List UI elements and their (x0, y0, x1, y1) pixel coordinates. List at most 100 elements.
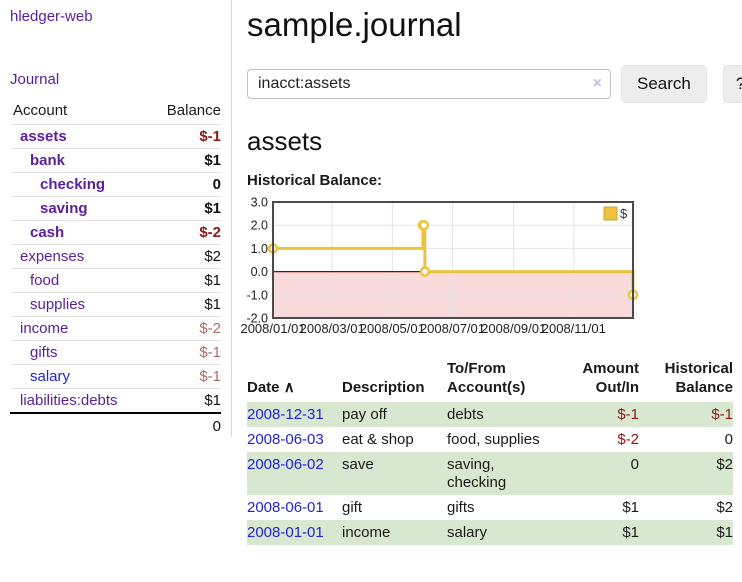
account-link-assets[interactable]: assets (20, 128, 67, 145)
balance-chart-svg: $3.0 2.0 1.0 0.0 -1.0 -2.02008/01/012008/03/0… (240, 195, 639, 336)
account-link-food[interactable]: food (30, 272, 60, 289)
x-tick-label: 2008/09/01 (481, 321, 546, 336)
accounts-header-line2: Account(s) (447, 378, 526, 396)
amount-header-line2: Out/In (595, 378, 639, 396)
y-tick-label: 2.0 (251, 219, 268, 233)
account-balance: $1 (147, 148, 221, 173)
column-header-description: Description (342, 378, 425, 396)
x-tick-label: 2008/07/01 (420, 321, 485, 336)
account-row: cash $-2 (10, 220, 221, 245)
account-row: gifts $-1 (10, 340, 221, 365)
search-box: × (247, 68, 611, 99)
transaction-amount: $1 (622, 523, 639, 541)
search-form: × Search ? (247, 64, 742, 103)
account-balance: $-2 (147, 316, 221, 341)
account-link-salary[interactable]: salary (30, 368, 71, 385)
transaction-balance: $-1 (711, 405, 733, 423)
account-balance: $-2 (147, 220, 221, 245)
x-tick-label: 2008/11/01 (542, 321, 606, 336)
transaction-amount: 0 (630, 455, 639, 473)
search-button[interactable]: Search (621, 64, 707, 103)
app-brand-link[interactable]: hledger-web (10, 8, 93, 25)
search-input[interactable] (247, 68, 611, 99)
transaction-accounts: saving, checking (447, 455, 507, 491)
transaction-description: eat & shop (342, 430, 414, 448)
data-point-marker (419, 266, 431, 277)
transaction-description: gift (342, 498, 363, 516)
register-header-row: Date ∧ Description To/From Account(s) Am… (247, 359, 733, 402)
transaction-accounts: gifts (447, 498, 475, 516)
account-link-bank[interactable]: bank (30, 152, 66, 169)
account-balance: $1 (147, 196, 221, 221)
legend-swatch (603, 206, 618, 221)
accounts-total-balance: 0 (147, 412, 221, 438)
transaction-date-link[interactable]: 2008-06-01 (247, 498, 324, 516)
account-link-liabilities-debts[interactable]: liabilities:debts (20, 392, 118, 409)
x-tick-label: 2008/03/01 (300, 321, 365, 336)
account-link-expenses[interactable]: expenses (20, 248, 85, 265)
transaction-amount: $-2 (617, 430, 639, 448)
account-row: salary $-1 (10, 364, 221, 389)
account-row: food $1 (10, 268, 221, 293)
sidebar-item-journal[interactable]: Journal (10, 71, 60, 88)
register-row: 2008-06-02 save saving, checking 0 $2 (247, 451, 733, 495)
date-header-label: Date (247, 378, 280, 396)
transaction-amount: $1 (622, 498, 639, 516)
historical-balance-chart: $3.0 2.0 1.0 0.0 -1.0 -2.0 2008/01/01 2008/03/0… (240, 195, 742, 342)
chart-title: Historical Balance: (247, 171, 383, 189)
column-header-date[interactable]: Date ∧ (247, 359, 342, 402)
account-link-cash[interactable]: cash (30, 224, 65, 241)
help-button[interactable]: ? (722, 64, 742, 103)
data-point-marker (418, 219, 430, 231)
y-tick-label: -2.0 (246, 311, 268, 325)
account-balance: $-1 (147, 124, 221, 149)
transaction-accounts: debts (447, 405, 484, 423)
account-balance: $-1 (147, 364, 221, 389)
account-row: supplies $1 (10, 292, 221, 317)
transaction-date-link[interactable]: 2008-06-02 (247, 455, 324, 473)
account-balance: $1 (147, 268, 221, 293)
account-row: checking 0 (10, 172, 221, 197)
register-row: 2008-06-03 eat & shop food, supplies $-2… (247, 427, 733, 452)
transaction-accounts: food, supplies (447, 430, 540, 448)
account-row: liabilities:debts $1 (10, 388, 221, 413)
register-row: 2008-06-01 gift gifts $1 $2 (247, 495, 733, 520)
transaction-date-link[interactable]: 2008-06-03 (247, 430, 324, 448)
account-row: expenses $2 (10, 244, 221, 269)
account-balance: $1 (147, 388, 221, 413)
transaction-balance: $2 (716, 455, 733, 473)
register-row: 2008-01-01 income salary $1 $1 (247, 519, 733, 545)
account-balance: $2 (147, 244, 221, 269)
transaction-date-link[interactable]: 2008-01-01 (247, 523, 324, 541)
account-row: assets $-1 (10, 124, 221, 149)
balance-header-line2: Balance (675, 378, 733, 396)
transaction-balance: $1 (716, 523, 733, 541)
account-balance: $-1 (147, 340, 221, 365)
column-header-amount: Amount Out/In (559, 359, 639, 402)
account-link-saving[interactable]: saving (40, 200, 88, 217)
transaction-description: pay off (342, 405, 387, 423)
account-link-gifts[interactable]: gifts (30, 344, 58, 361)
accounts-header-line1: To/From (447, 359, 506, 377)
account-link-checking[interactable]: checking (40, 176, 106, 193)
accounts-total-row: 0 (10, 412, 221, 438)
account-link-income[interactable]: income (20, 320, 69, 337)
y-tick-label: -1.0 (246, 288, 268, 302)
accounts-header-account: Account (13, 102, 68, 119)
column-header-balance: Historical Balance (639, 359, 733, 402)
y-tick-label: 0.0 (251, 265, 268, 279)
y-tick-label: 3.0 (251, 195, 268, 209)
amount-header-line1: Amount (582, 359, 639, 377)
account-balance: $1 (147, 292, 221, 317)
column-header-accounts: To/From Account(s) (447, 359, 559, 402)
x-tick-label: 2008/05/01 (360, 321, 425, 336)
clear-search-icon[interactable]: × (592, 74, 602, 92)
page-title: sample.journal (247, 6, 462, 43)
account-row: bank $1 (10, 148, 221, 173)
register-row: 2008-12-31 pay off debts $-1 $-1 (247, 401, 733, 427)
account-link-supplies[interactable]: supplies (30, 296, 86, 313)
accounts-header-balance: Balance (166, 102, 221, 119)
transaction-date-link[interactable]: 2008-12-31 (247, 405, 324, 423)
legend-label: $ (620, 206, 628, 221)
sort-asc-icon: ∧ (283, 378, 295, 396)
